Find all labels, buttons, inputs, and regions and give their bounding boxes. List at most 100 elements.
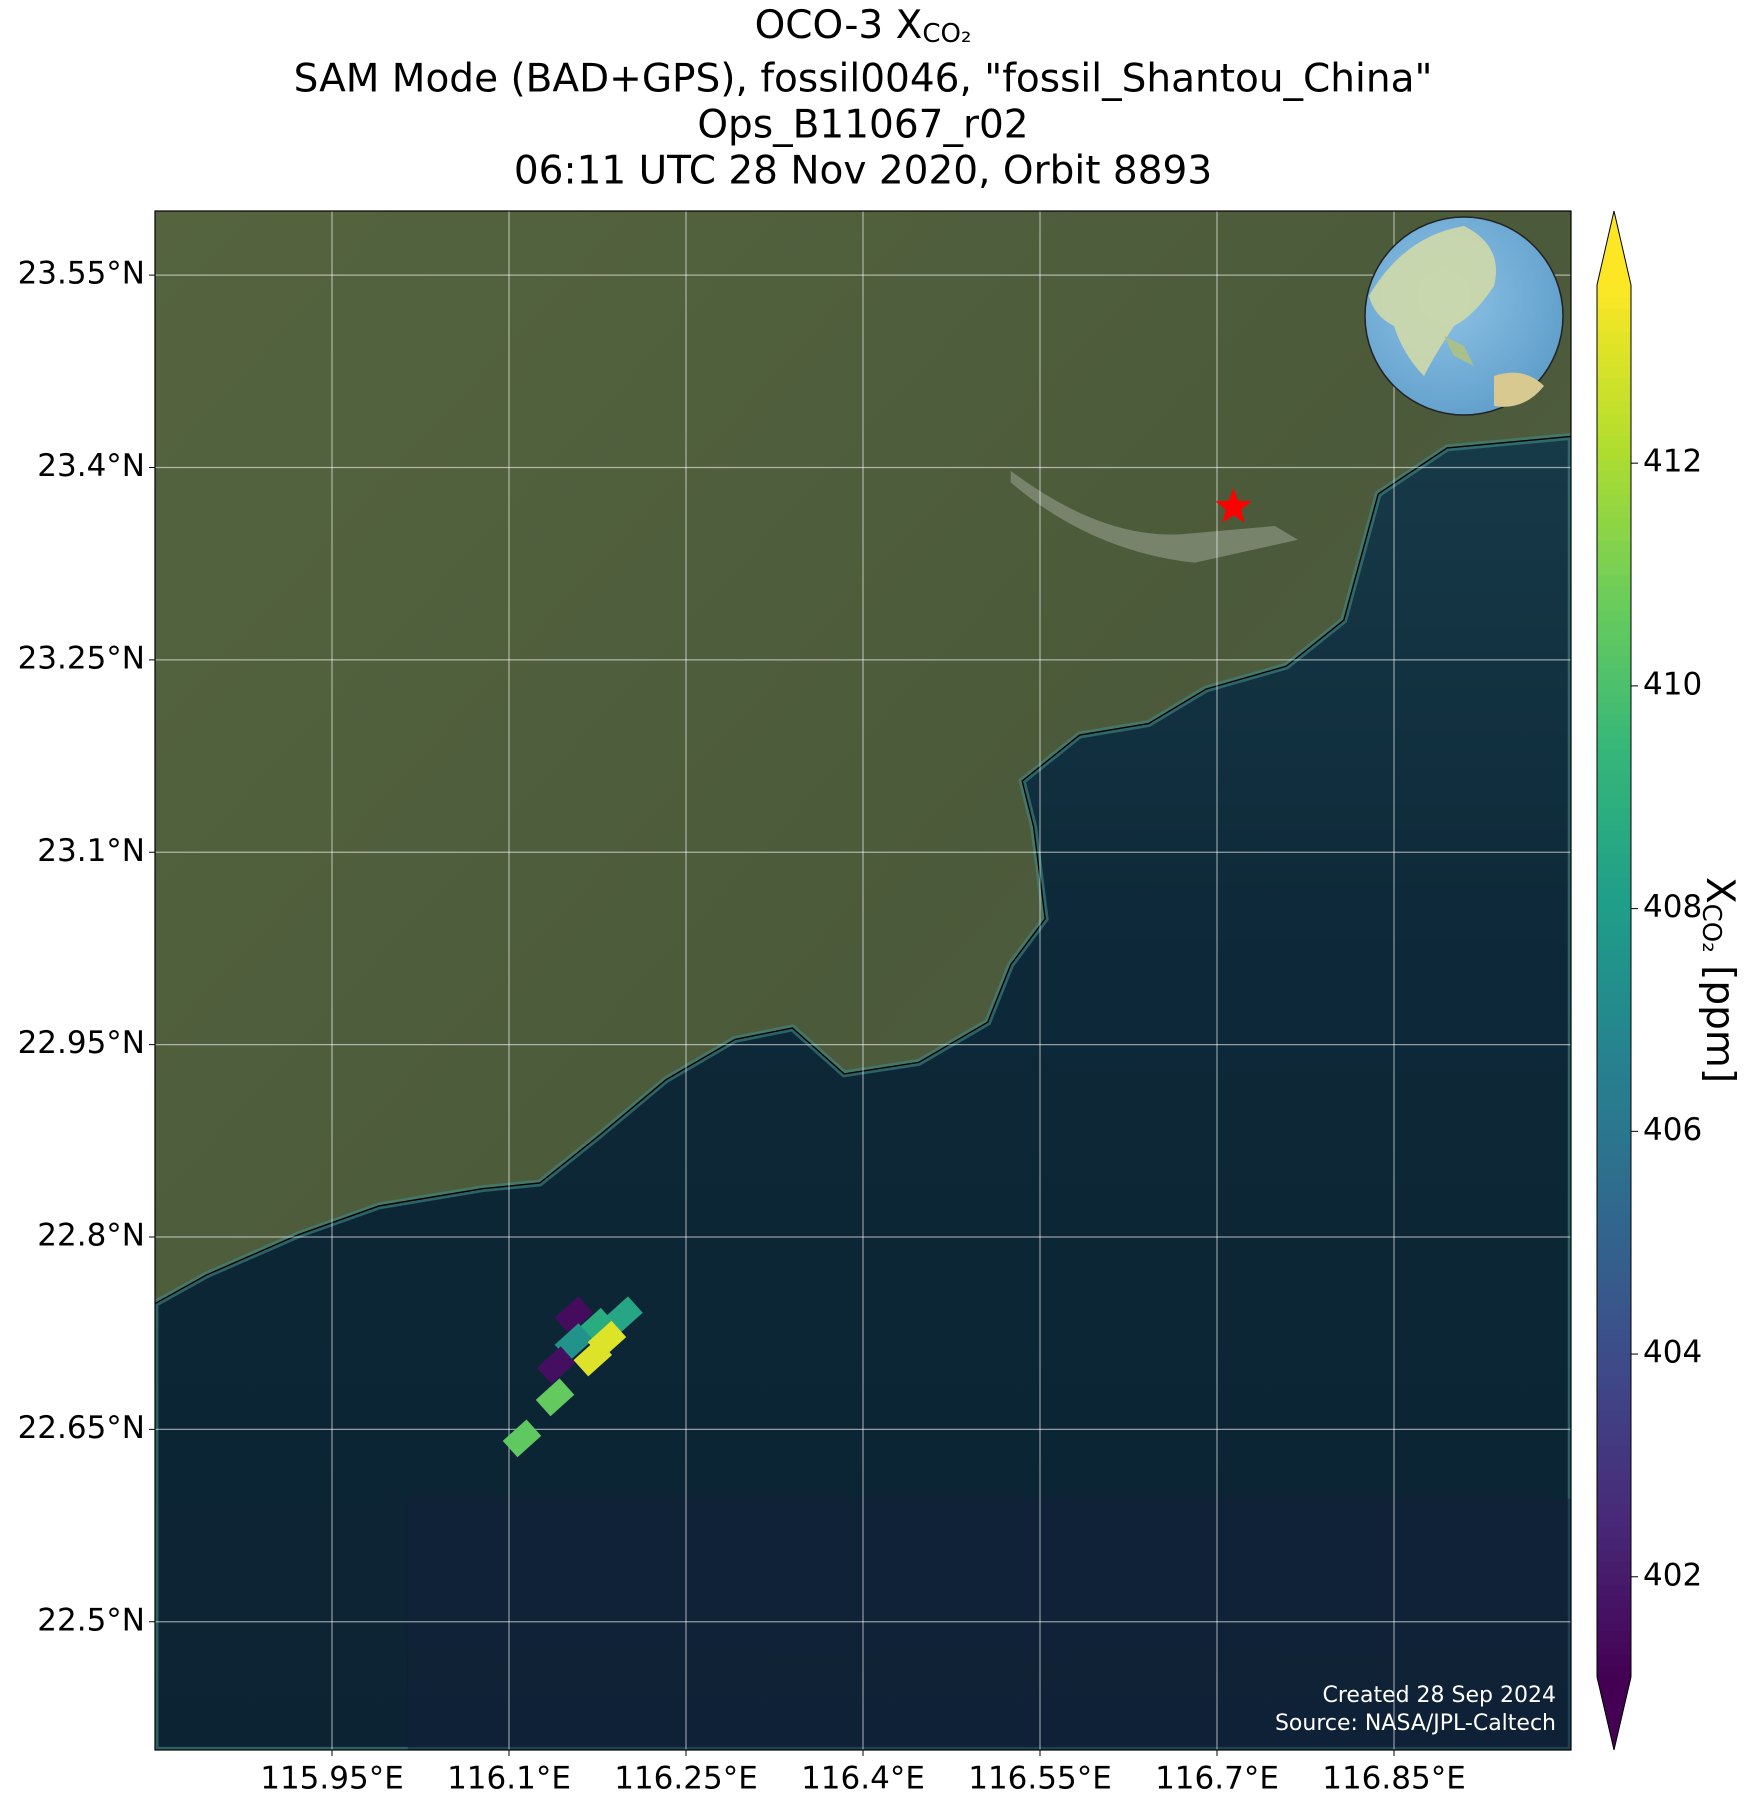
colorbar-segment [1597,1004,1631,1017]
colorbar-segment [1597,818,1631,831]
sounding-footprint [554,1296,594,1335]
colorbar-segment [1597,1015,1631,1028]
colorbar-segment [1597,470,1631,483]
colorbar-segment [1597,1410,1631,1423]
colorbar-segment [1597,1050,1631,1063]
colorbar-segment [1597,1572,1631,1585]
colorbar-segment [1597,343,1631,356]
colorbar-segment [1597,1213,1631,1226]
colorbar-segment [1597,1491,1631,1504]
colorbar-segment [1597,296,1631,309]
colorbar-label-text: X [1698,877,1743,904]
y-tick-label: 23.55°N [18,256,145,292]
y-tick-label: 23.4°N [37,448,145,484]
colorbar-segment [1597,1642,1631,1655]
colorbar-segment [1597,308,1631,321]
credit: Created 28 Sep 2024 [1323,1683,1557,1708]
sounding-footprint [536,1346,576,1385]
colorbar-segment [1597,563,1631,576]
colorbar-segment [1597,377,1631,390]
colorbar-segment [1597,1131,1631,1144]
colorbar-segment [1597,435,1631,448]
colorbar-segment [1597,1619,1631,1632]
y-tick-label: 22.95°N [18,1025,145,1061]
title-text: OCO-3 X [755,3,923,48]
colorbar-segment [1597,1039,1631,1052]
y-tick-label: 23.1°N [37,833,145,869]
colorbar-label-unit: [ppm] [1698,965,1743,1083]
colorbar-segment [1597,1305,1631,1318]
colorbar-segment [1597,1201,1631,1214]
colorbar-segment [1597,389,1631,402]
colorbar-segment [1597,807,1631,820]
colorbar-segment [1597,1271,1631,1284]
colorbar-segment [1597,1630,1631,1643]
colorbar-tick-label: 404 [1643,1335,1702,1371]
colorbar-segment [1597,621,1631,634]
colorbar-segment [1597,737,1631,750]
colorbar-tick-label: 410 [1643,666,1702,702]
colorbar-segment [1597,1166,1631,1179]
colorbar-segment [1597,447,1631,460]
colorbar-segment [1597,1375,1631,1388]
colorbar-segment [1597,540,1631,553]
colorbar-segment [1597,1352,1631,1365]
colorbar-segment [1597,1584,1631,1597]
colorbar-segment [1597,1398,1631,1411]
y-tick-label: 22.65°N [18,1410,145,1446]
colorbar-tick-label: 402 [1643,1557,1702,1593]
colorbar-segment [1597,679,1631,692]
colorbar-segment [1597,1155,1631,1168]
colorbar-label-subscript: CO₂ [1696,904,1726,953]
subtitle: SAM Mode (BAD+GPS), fossil0046, "fossil_… [294,57,1433,102]
colorbar-segment [1597,1097,1631,1110]
colorbar-segment [1597,1537,1631,1550]
colorbar-segment [1597,1468,1631,1481]
colorbar-segment [1597,528,1631,541]
colorbar-segment [1597,1073,1631,1086]
colorbar-segment [1597,517,1631,530]
colorbar-tick-label: 412 [1643,444,1702,480]
x-tick-label: 115.95°E [260,1761,404,1797]
colorbar-segment [1597,876,1631,889]
subtitle: 06:11 UTC 28 Nov 2020, Orbit 8893 [514,149,1212,194]
colorbar-segment [1597,853,1631,866]
colorbar-segment [1597,505,1631,518]
colorbar-segment [1597,551,1631,564]
colorbar-segment [1597,644,1631,657]
colorbar-segment [1597,749,1631,762]
colorbar-segment [1597,1445,1631,1458]
colorbar-segment [1597,888,1631,901]
sounding-footprint [535,1378,575,1417]
colorbar-segment [1597,1387,1631,1400]
colorbar-segment [1597,911,1631,924]
chart-title: OCO-3 XCO₂ [755,3,972,50]
colorbar-segment [1597,1236,1631,1249]
colorbar-segment [1597,865,1631,878]
colorbar-segment [1597,1456,1631,1469]
title-subscript: CO₂ [922,19,971,49]
inset-globe [1364,216,1564,416]
soundings [502,307,1473,1458]
colorbar-segment [1597,1224,1631,1237]
sounding-footprint [502,1419,542,1458]
sounding-footprint [573,1338,613,1377]
colorbar-segment [1597,691,1631,704]
colorbar-segment [1597,1085,1631,1098]
colorbar-segment [1597,331,1631,344]
colorbar-extend-max [1597,211,1631,285]
colorbar-segment [1597,1143,1631,1156]
colorbar-segment [1597,667,1631,680]
colorbar-outline [1596,210,1632,1751]
colorbar-segment [1597,493,1631,506]
colorbar-segment [1597,354,1631,367]
colorbar-segment [1597,459,1631,472]
colorbar-segment [1597,319,1631,332]
colorbar-segment [1597,1595,1631,1608]
colorbar-segment [1597,714,1631,727]
y-tick-label: 22.5°N [37,1602,145,1638]
colorbar-segment [1597,1317,1631,1330]
subtitle: Ops_B11067_r02 [697,103,1028,148]
